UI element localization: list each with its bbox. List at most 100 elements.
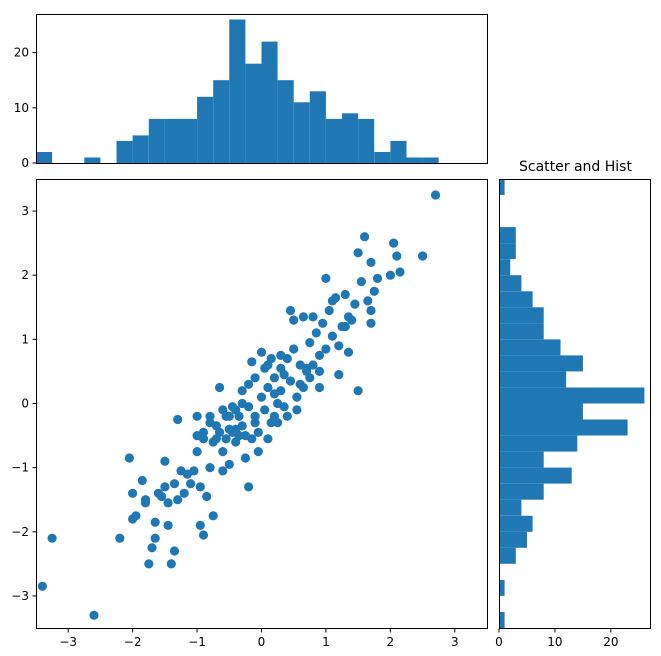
scatter-point xyxy=(205,463,215,473)
scatter-point xyxy=(360,232,370,242)
y-tick-label: 1 xyxy=(21,332,29,346)
histogram-bar xyxy=(390,140,407,163)
y-tick-label: 10 xyxy=(14,101,29,115)
top-histogram-axes: 0 10 20 xyxy=(14,14,488,170)
scatter-point xyxy=(150,533,160,543)
scatter-point xyxy=(173,414,183,425)
scatter-point xyxy=(324,305,334,316)
scatter-point xyxy=(198,530,209,540)
scatter-point xyxy=(221,434,231,444)
histogram-bar xyxy=(374,152,391,163)
histogram-bar xyxy=(499,547,516,564)
scatter-point xyxy=(128,488,138,498)
scatter-point xyxy=(147,543,157,553)
scatter-point xyxy=(195,520,205,531)
scatter-point xyxy=(195,482,205,492)
scatter-point xyxy=(224,411,234,421)
scatter-point xyxy=(124,453,134,463)
histogram-bar xyxy=(293,102,310,163)
histogram-bar xyxy=(164,118,181,163)
scatter-point xyxy=(282,354,292,364)
scatter-point xyxy=(150,517,160,527)
y-tick-label: 0 xyxy=(21,397,29,411)
scatter-point xyxy=(160,456,170,466)
histogram-bar xyxy=(342,113,359,163)
histogram-bar xyxy=(499,579,505,596)
scatter-point xyxy=(115,533,125,543)
histogram-bar xyxy=(499,387,645,404)
y-tick-label: 2 xyxy=(21,268,29,282)
histogram-bar xyxy=(499,483,544,500)
histogram-bar xyxy=(499,612,505,628)
histogram-bar xyxy=(36,152,53,163)
histogram-bar xyxy=(499,499,522,516)
scatter-point xyxy=(169,479,180,489)
scatter-point xyxy=(208,511,218,521)
scatter-point xyxy=(314,382,325,393)
x-tick-label: 2 xyxy=(387,635,395,649)
scatter-point xyxy=(169,546,180,556)
scatter-point xyxy=(366,305,376,316)
scatter-point xyxy=(389,238,399,248)
scatter-point xyxy=(305,338,315,348)
histogram-bar xyxy=(499,339,561,356)
right-histogram-x-ticks: 0 10 20 xyxy=(495,628,618,649)
x-tick-label: 0 xyxy=(258,635,266,649)
scatter-point xyxy=(244,482,254,492)
scatter-point xyxy=(282,411,292,421)
scatter-point xyxy=(353,386,363,396)
scatter-point xyxy=(163,520,173,531)
scatter-point xyxy=(256,347,267,357)
scatter-point xyxy=(237,398,247,409)
histogram-bar xyxy=(116,140,133,163)
scatter-point xyxy=(302,366,312,376)
histogram-bar xyxy=(499,243,516,260)
histogram-bar xyxy=(197,96,214,163)
scatter-point xyxy=(366,318,376,328)
scatter-point xyxy=(327,331,337,341)
scatter-point xyxy=(289,344,299,354)
histogram-bar xyxy=(499,227,516,244)
histogram-bar xyxy=(499,355,583,372)
scatter-point xyxy=(215,382,225,393)
x-tick-label: −1 xyxy=(188,635,206,649)
scatter-point xyxy=(395,267,405,277)
scatter-point xyxy=(215,427,225,437)
scatter-point xyxy=(231,424,241,434)
right-histogram-axes: Scatter and Hist 0 10 20 xyxy=(495,159,651,649)
scatter-point xyxy=(237,386,247,396)
scatter-point xyxy=(47,533,57,543)
scatter-point xyxy=(308,360,318,370)
scatter-point xyxy=(89,610,99,620)
scatter-point xyxy=(343,347,354,357)
histogram-bar xyxy=(499,275,522,292)
scatter-point xyxy=(372,273,383,283)
scatter-point xyxy=(260,405,270,415)
histogram-bar xyxy=(84,157,101,163)
scatter-point xyxy=(314,366,325,376)
histogram-bar xyxy=(325,118,342,163)
scatter-point xyxy=(131,511,141,521)
scatter-point xyxy=(250,418,260,428)
scatter-point xyxy=(418,251,428,261)
histogram-bar xyxy=(245,63,262,164)
scatter-point xyxy=(160,482,170,492)
scatter-frame xyxy=(36,179,488,629)
scatter-point xyxy=(263,360,273,370)
scatter-point xyxy=(234,411,244,421)
scatter-point xyxy=(314,350,325,360)
scatter-x-ticks: −3 −2 −1 0 1 2 3 xyxy=(59,628,459,649)
scatter-point xyxy=(202,491,212,502)
x-tick-label: −3 xyxy=(59,635,77,649)
scatter-point xyxy=(218,405,228,415)
scatter-point xyxy=(385,270,395,280)
histogram-bar xyxy=(499,179,505,195)
scatter-point xyxy=(285,305,296,316)
scatter-point xyxy=(321,273,331,283)
scatter-point xyxy=(366,257,376,267)
scatter-point xyxy=(295,379,305,389)
scatter-axes: −3 −2 −1 0 1 2 3 −3 −2 −1 0 1 2 3 xyxy=(11,179,488,649)
scatter-point xyxy=(334,370,344,380)
scatter-point xyxy=(321,344,331,354)
scatter-point xyxy=(263,434,273,444)
